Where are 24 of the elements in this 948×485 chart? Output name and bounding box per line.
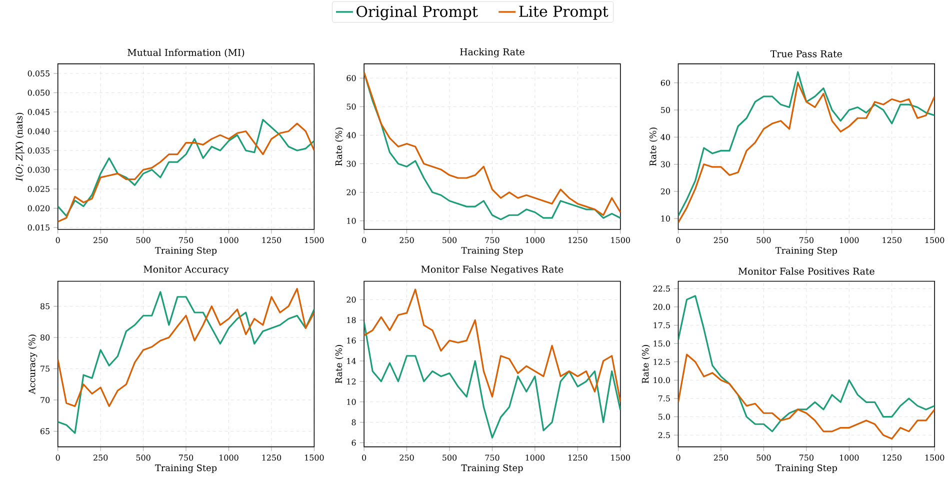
x-axis-title: Training Step: [461, 464, 523, 474]
y-axis-title: Rate (%): [335, 128, 344, 166]
line-series: [678, 295, 935, 432]
x-axis-title: Training Step: [155, 464, 217, 474]
chart-title: Monitor Accuracy: [144, 266, 229, 275]
chart-title: Hacking Rate: [460, 48, 524, 58]
x-axis-title: Training Step: [775, 464, 838, 474]
y-axis-title: Rate (%): [335, 345, 344, 384]
chart-title: Mutual Information (MI): [128, 48, 244, 58]
line-series: [364, 321, 620, 439]
x-axis-title: Training Step: [461, 247, 523, 256]
y-axis-title: Accuracy (%): [28, 334, 38, 394]
y-axis-title: I(O; Z|X) (nats): [16, 112, 24, 182]
chart-title: Monitor False Negatives Rate: [421, 266, 564, 275]
line-series: [58, 288, 314, 408]
legend-label: Original Prompt: [356, 6, 478, 20]
chart-title: Monitor False Positives Rate: [738, 268, 874, 275]
x-axis-title: Training Step: [775, 247, 838, 256]
line-series: [58, 291, 314, 434]
x-axis-title: Training Step: [155, 247, 217, 256]
legend-label: Lite Prompt: [519, 6, 608, 20]
chart-title: True Pass Rate: [770, 50, 842, 58]
y-axis-title: Rate (%): [649, 128, 658, 166]
y-axis-title: Rate (%): [642, 345, 650, 384]
